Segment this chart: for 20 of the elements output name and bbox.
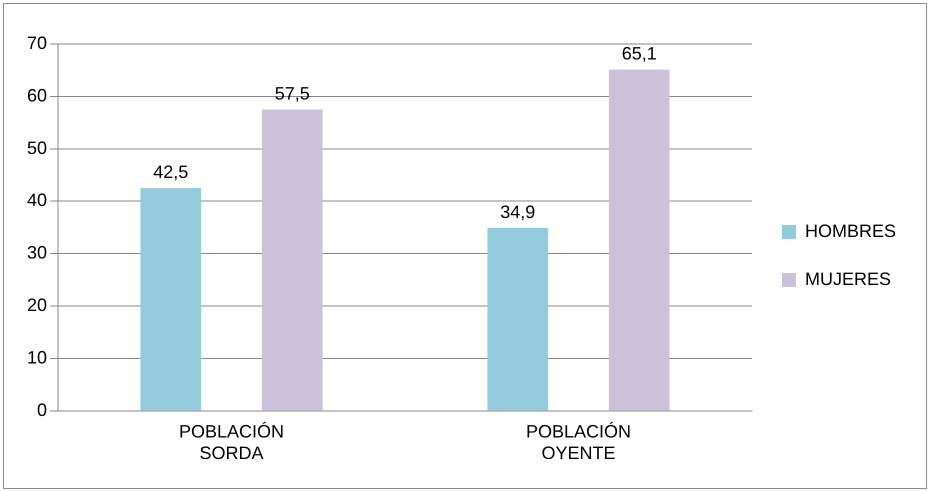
y-tick-label: 30 xyxy=(26,242,48,263)
bar xyxy=(487,228,548,410)
legend-label: HOMBRES xyxy=(804,220,896,241)
y-tick-label: 0 xyxy=(37,400,48,420)
y-tick-label: 20 xyxy=(26,294,48,315)
x-tick-label: POBLACIÓN OYENTE xyxy=(526,422,632,464)
data-label: 65,1 xyxy=(622,44,657,64)
y-tick-label: 70 xyxy=(26,32,48,53)
y-tick-label: 60 xyxy=(26,85,48,106)
data-label: 34,9 xyxy=(500,202,536,222)
y-tick-label: 40 xyxy=(26,190,48,210)
data-label: 42,5 xyxy=(153,162,188,182)
y-tick-label: 10 xyxy=(26,347,48,368)
data-label: 57,5 xyxy=(274,83,310,104)
bar xyxy=(608,70,670,410)
x-tick-label: POBLACIÓN SORDA xyxy=(179,422,284,464)
bar xyxy=(262,110,323,410)
bar xyxy=(140,188,202,410)
y-tick-label: 50 xyxy=(26,138,48,158)
legend-label: MUJERES xyxy=(804,268,892,289)
